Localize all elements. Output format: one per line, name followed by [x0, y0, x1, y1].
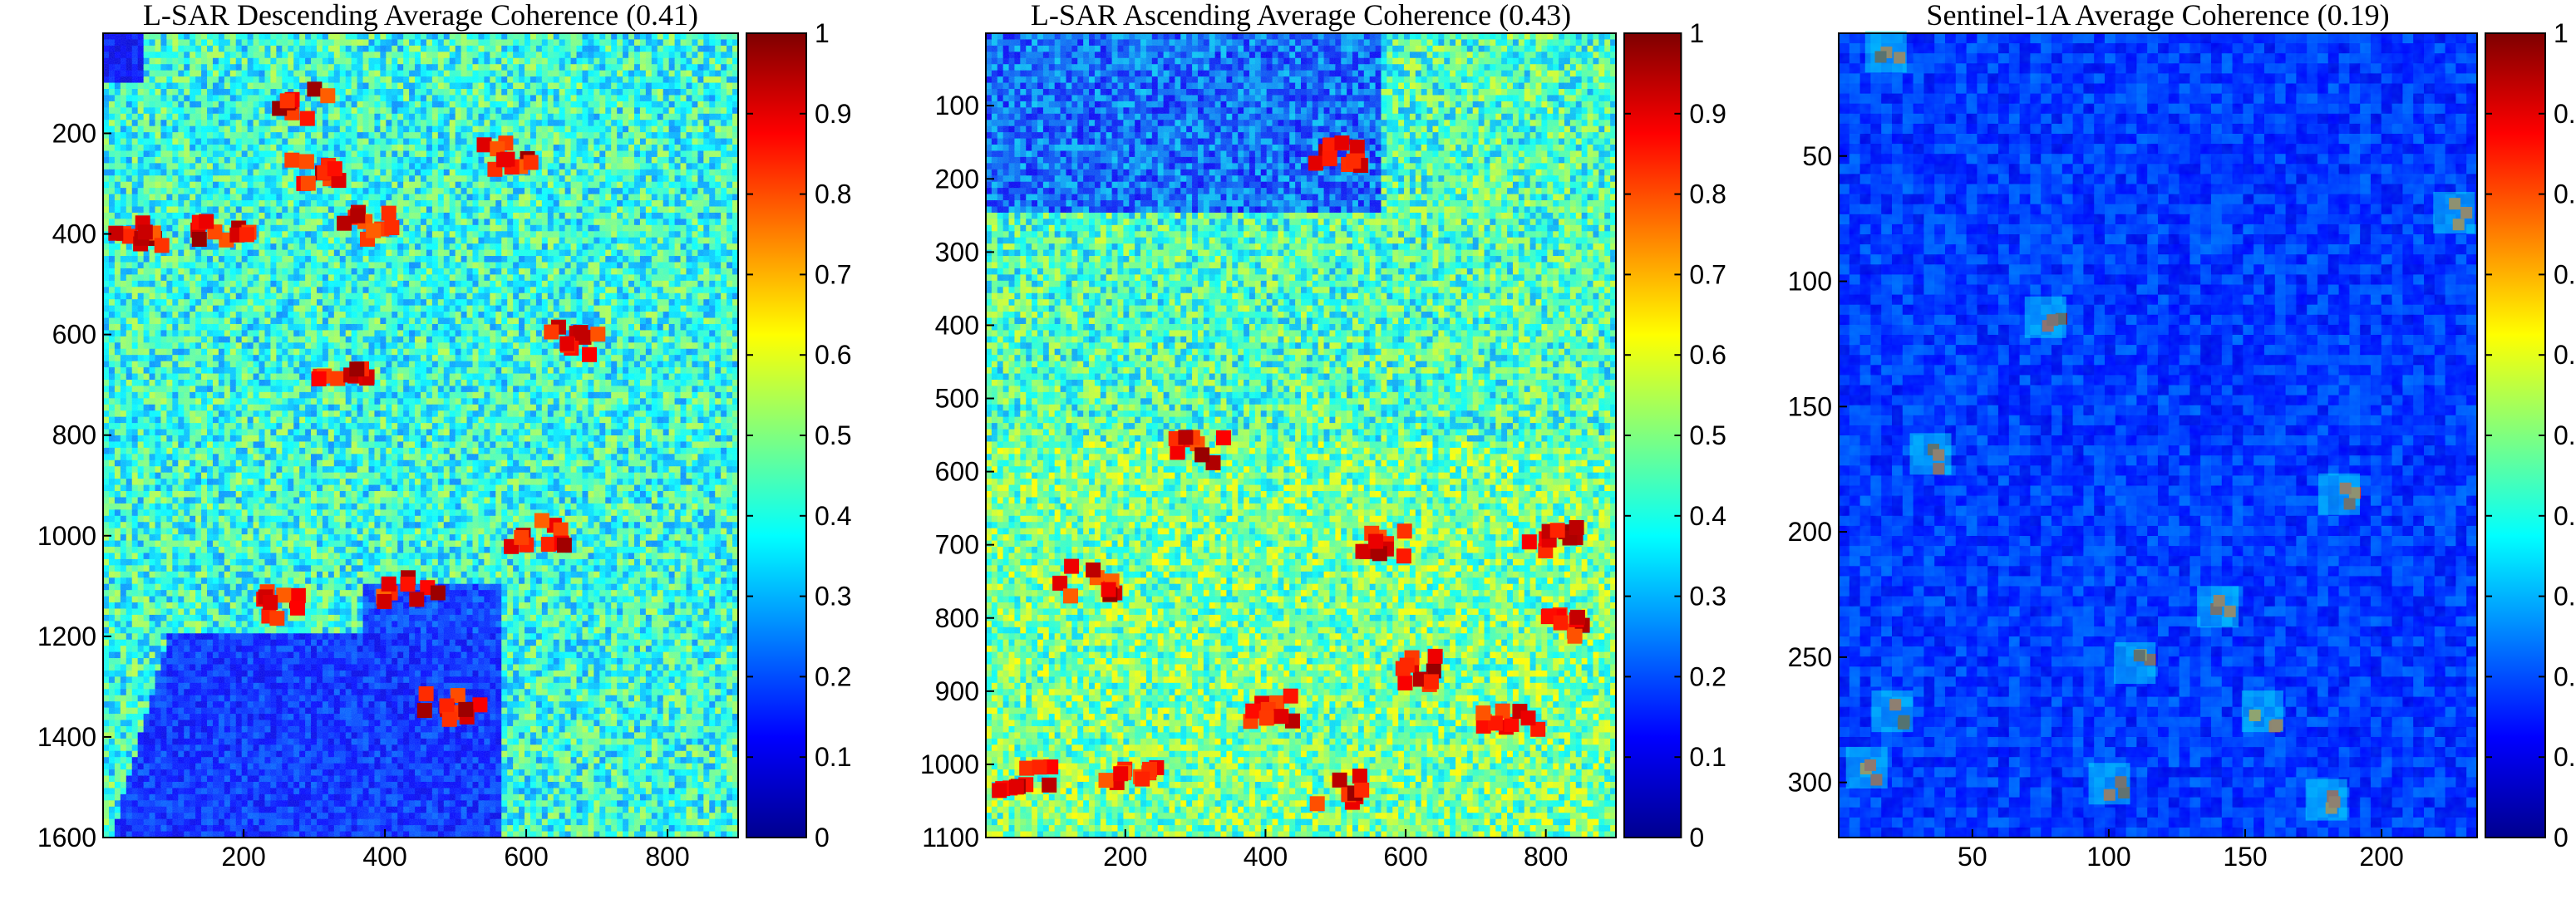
y-tick-label: 1600 [37, 823, 96, 852]
x-tick-label: 200 [221, 842, 265, 872]
y-tick-label: 600 [52, 320, 96, 350]
y-tick-label: 200 [52, 118, 96, 148]
y-tick-label: 600 [935, 457, 979, 487]
colorbar-tick-label: 0.7 [815, 259, 851, 289]
y-tick-label: 400 [52, 219, 96, 249]
y-tick-label: 1400 [37, 722, 96, 752]
colorbar-tick-label: 0.1 [1689, 742, 1726, 772]
coherence-heatmap [103, 33, 739, 838]
colorbar-tick-label: 0.5 [2554, 420, 2576, 450]
colorbar-tick-label: 0.7 [1689, 259, 1726, 289]
colorbar-tick-label: 0.5 [1689, 420, 1726, 450]
x-tick-label: 100 [2086, 842, 2130, 872]
colorbar-tick-label: 0 [1689, 823, 1704, 852]
panel-2: L-SAR Ascending Average Coherence (0.43)… [920, 0, 1726, 872]
y-tick-label: 300 [1788, 768, 1832, 798]
colorbar-tick-label: 0 [2554, 823, 2569, 852]
x-tick-label: 400 [362, 842, 406, 872]
y-tick-label: 200 [1788, 517, 1832, 547]
y-tick-label: 900 [935, 676, 979, 706]
colorbar: 0 0.1 0.2 0.3 0.4 0.5 0.6 0.7 0.8 0.9 1 [1623, 18, 1726, 852]
y-tick-label: 50 [1802, 141, 1832, 171]
x-tick-label: 150 [2223, 842, 2267, 872]
panel-title: L-SAR Descending Average Coherence (0.41… [143, 0, 698, 32]
colorbar-tick-label: 0.3 [815, 582, 851, 612]
colorbar-tick-label: 0.2 [815, 661, 851, 691]
x-tick-label: 200 [2359, 842, 2403, 872]
panel-title: Sentinel-1A Average Coherence (0.19) [1926, 0, 2389, 32]
panel-1: L-SAR Descending Average Coherence (0.41… [37, 0, 852, 872]
y-tick-label: 1000 [920, 749, 979, 779]
y-tick-label: 700 [935, 530, 979, 560]
colorbar-tick-label: 1 [815, 18, 830, 48]
colorbar-tick-label: 0.3 [2554, 582, 2576, 612]
x-tick-label: 800 [1524, 842, 1568, 872]
y-tick-label: 100 [1788, 267, 1832, 297]
colorbar: 0 0.1 0.2 0.3 0.4 0.5 0.6 0.7 0.8 0.9 1 [746, 18, 851, 852]
y-tick-label: 1200 [37, 622, 96, 651]
colorbar-tick-label: 0 [815, 823, 830, 852]
x-tick-label: 600 [1383, 842, 1427, 872]
colorbar-tick-label: 0.2 [1689, 661, 1726, 691]
y-tick-label: 400 [935, 310, 979, 340]
colorbar-tick-label: 0.3 [1689, 582, 1726, 612]
panel-3: Sentinel-1A Average Coherence (0.19)50 10… [1788, 0, 2576, 872]
colorbar-tick-label: 0.1 [815, 742, 851, 772]
y-tick-label: 150 [1788, 391, 1832, 421]
y-tick-label: 1100 [922, 823, 979, 852]
y-tick-label: 250 [1788, 642, 1832, 672]
x-tick-label: 200 [1103, 842, 1147, 872]
colorbar-tick-label: 1 [2554, 18, 2569, 48]
colorbar-tick-label: 0.8 [1689, 179, 1726, 209]
coherence-heatmap [986, 33, 1617, 838]
colorbar-tick-label: 0.6 [1689, 340, 1726, 370]
y-tick-label: 1000 [37, 521, 96, 551]
colorbar-tick-label: 0.5 [815, 420, 851, 450]
y-tick-label: 500 [935, 384, 979, 414]
y-tick-label: 200 [935, 164, 979, 194]
colorbar-tick-label: 0.8 [815, 179, 851, 209]
colorbar-tick-label: 0.1 [2554, 742, 2576, 772]
y-tick-label: 800 [52, 420, 96, 450]
y-tick-label: 800 [935, 603, 979, 633]
colorbar-tick-label: 0.9 [815, 99, 851, 129]
colorbar-tick-label: 0.9 [2554, 99, 2576, 129]
panel-title: L-SAR Ascending Average Coherence (0.43) [1031, 0, 1571, 32]
coherence-heatmap [1839, 31, 2478, 838]
colorbar-tick-label: 0.9 [1689, 99, 1726, 129]
colorbar-tick-label: 0.7 [2554, 259, 2576, 289]
colorbar-tick-label: 0.4 [2554, 501, 2576, 531]
colorbar-tick-label: 1 [1689, 18, 1704, 48]
y-tick-label: 300 [935, 237, 979, 267]
colorbar: 0 0.1 0.2 0.3 0.4 0.5 0.6 0.7 0.8 0.9 1 [2485, 18, 2576, 852]
x-tick-label: 800 [645, 842, 689, 872]
colorbar-tick-label: 0.4 [815, 501, 851, 531]
colorbar-tick-label: 0.6 [815, 340, 851, 370]
colorbar-tick-label: 0.6 [2554, 340, 2576, 370]
x-tick-label: 400 [1244, 842, 1288, 872]
colorbar-tick-label: 0.4 [1689, 501, 1726, 531]
colorbar-tick-label: 0.8 [2554, 179, 2576, 209]
x-tick-label: 600 [504, 842, 548, 872]
colorbar-tick-label: 0.2 [2554, 661, 2576, 691]
y-tick-label: 100 [935, 91, 979, 120]
x-tick-label: 50 [1958, 842, 1987, 872]
